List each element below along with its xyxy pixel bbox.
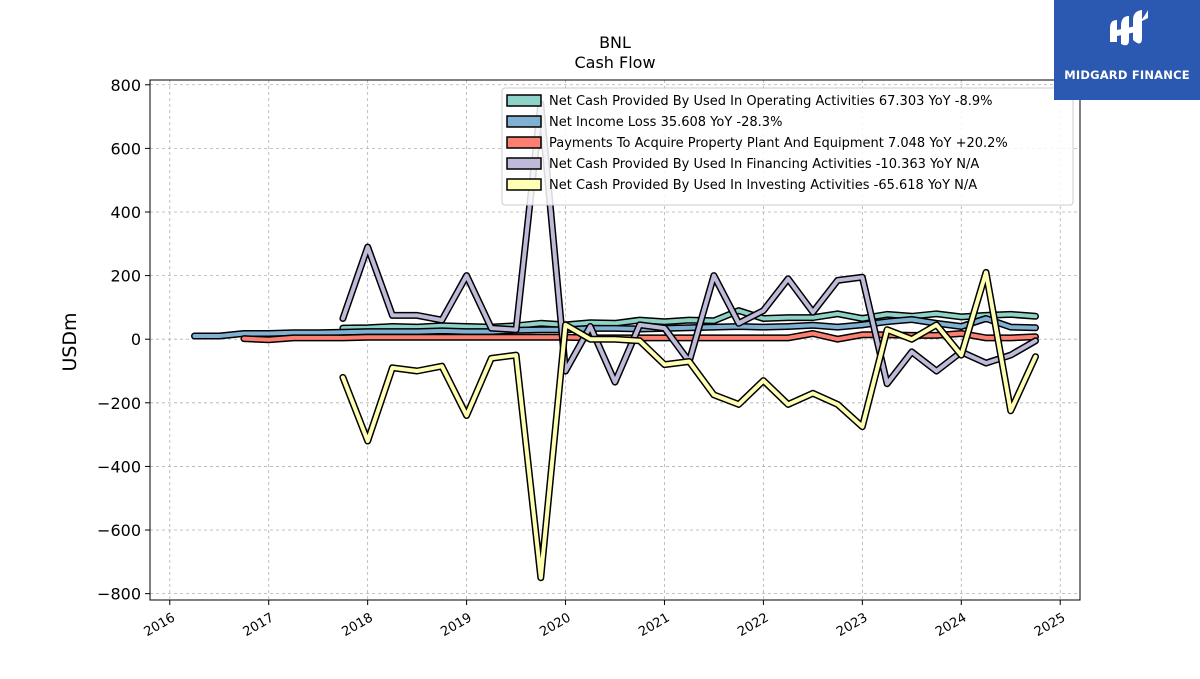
legend-swatch [507, 116, 541, 127]
legend-entry: Net Cash Provided By Used In Financing A… [549, 157, 979, 172]
legend-entry: Net Cash Provided By Used In Investing A… [549, 178, 977, 193]
x-tick-label: 2021 [636, 610, 672, 640]
y-tick-label: −400 [97, 457, 141, 476]
x-tick-label: 2018 [339, 610, 375, 640]
midgard-logo-icon [1054, 0, 1200, 66]
legend-entry: Net Cash Provided By Used In Operating A… [549, 94, 992, 109]
legend-swatch [507, 179, 541, 190]
y-tick-label: 200 [110, 267, 141, 286]
y-tick-label: −600 [97, 521, 141, 540]
y-tick-label: 400 [110, 203, 141, 222]
y-axis-label: USDm [59, 312, 81, 371]
chart-title: BNL [599, 33, 631, 52]
brand-logo: MIDGARD FINANCE [1054, 0, 1200, 100]
x-tick-label: 2025 [1032, 610, 1068, 640]
x-tick-label: 2019 [438, 610, 474, 640]
legend-entry: Payments To Acquire Property Plant And E… [549, 136, 1008, 151]
legend-swatch [507, 158, 541, 169]
legend-entry: Net Income Loss 35.608 YoY -28.3% [549, 115, 782, 130]
x-axis: 2016 2017 2018 2019 2020 2021 2022 2023 2024 2025 [142, 600, 1069, 640]
y-axis: 800 600 400 200 0 −200 −400 −600 −800 [97, 76, 150, 604]
y-tick-label: 0 [131, 330, 141, 349]
chart-subtitle: Cash Flow [574, 53, 655, 72]
legend-swatch [507, 137, 541, 148]
x-tick-label: 2024 [933, 610, 969, 640]
x-tick-label: 2020 [537, 610, 573, 640]
legend-swatch [507, 95, 541, 106]
x-tick-label: 2016 [142, 610, 178, 640]
y-tick-label: −800 [97, 585, 141, 604]
x-tick-label: 2023 [834, 610, 870, 640]
legend: Net Cash Provided By Used In Operating A… [502, 88, 1073, 205]
brand-name: MIDGARD FINANCE [1054, 68, 1200, 82]
x-tick-label: 2022 [735, 610, 771, 640]
y-tick-label: 800 [110, 76, 141, 95]
y-tick-label: −200 [97, 394, 141, 413]
x-tick-label: 2017 [241, 610, 277, 640]
y-tick-label: 600 [110, 139, 141, 158]
